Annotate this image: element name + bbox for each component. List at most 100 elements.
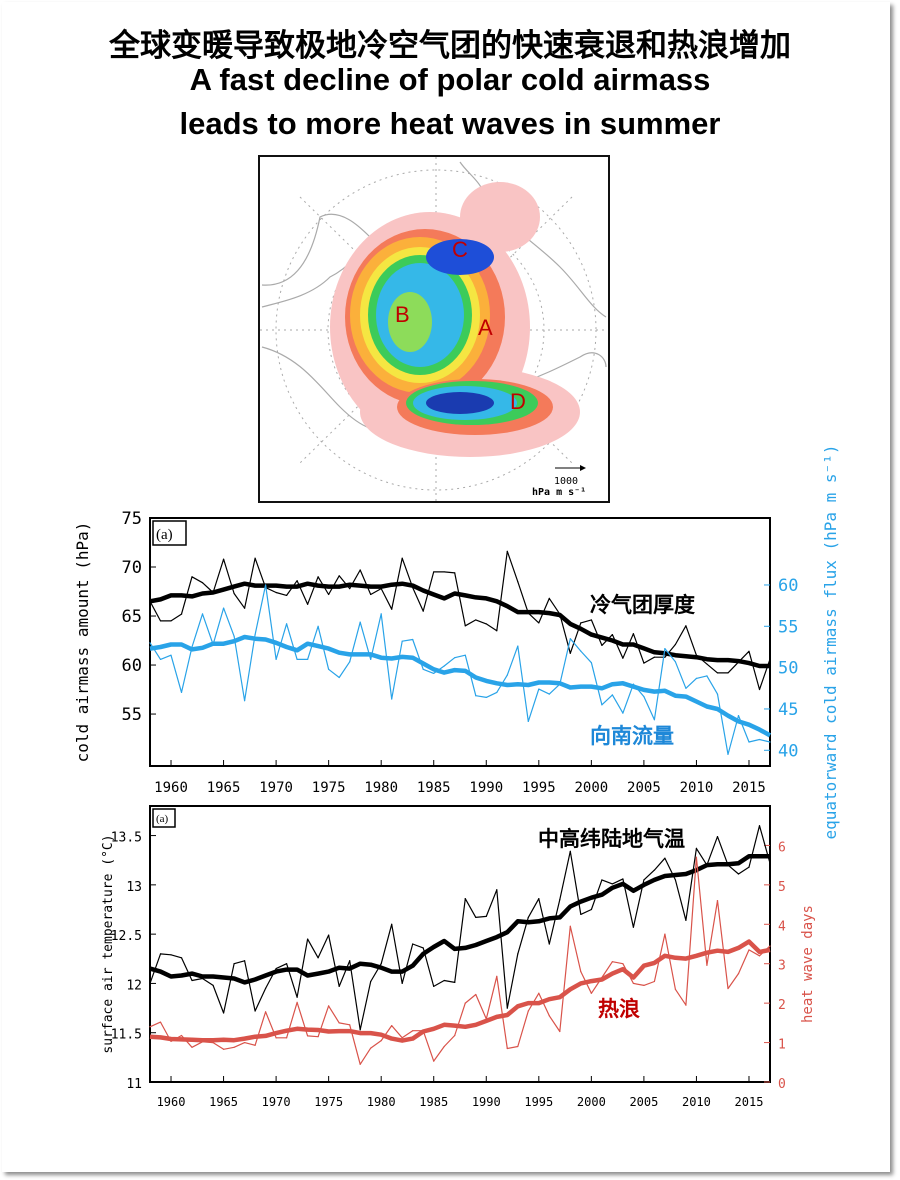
x-tick-label: 1995: [524, 1095, 553, 1109]
data-point: [201, 582, 204, 584]
data-point: [212, 984, 214, 987]
data-point: [769, 741, 771, 743]
y-left-tick-label: 65: [122, 607, 142, 627]
data-point: [643, 695, 645, 698]
data-point: [622, 712, 624, 714]
reference-vector-unit: hPa m s⁻¹: [532, 487, 586, 498]
x-tick-label: 1975: [314, 1095, 343, 1109]
data-point: [243, 607, 246, 609]
data-point: [664, 857, 666, 859]
data-point: [286, 594, 288, 597]
data-point: [601, 879, 603, 881]
data-point: [685, 687, 687, 689]
data-point: [611, 694, 613, 696]
data-point: [370, 593, 372, 596]
panel-label-box: [152, 520, 187, 546]
x-tick-label: 1960: [154, 780, 188, 796]
x-tick-label: 1980: [364, 780, 398, 796]
data-point: [149, 982, 151, 985]
data-point: [149, 642, 151, 644]
data-point: [685, 625, 687, 627]
x-tick-label: 1985: [417, 780, 451, 796]
y-right-tick-label: 0: [778, 1077, 786, 1092]
flux-shading: [330, 182, 580, 457]
data-point: [727, 672, 729, 674]
data-point: [401, 1037, 403, 1039]
data-point: [180, 957, 183, 959]
data-point: [485, 915, 487, 918]
data-point: [527, 916, 529, 918]
data-point: [412, 638, 414, 641]
data-point: [170, 654, 172, 656]
data-point: [422, 947, 424, 949]
title-english-line1: A fast decline of polar cold airmass: [189, 62, 711, 97]
data-point: [464, 1002, 466, 1004]
data-point: [433, 672, 435, 675]
x-tick-label: 1960: [157, 1095, 186, 1109]
x-tick-label: 1965: [207, 780, 241, 796]
data-point: [243, 960, 246, 962]
data-point: [443, 979, 445, 982]
data-point: [359, 1029, 361, 1031]
data-point: [569, 652, 571, 654]
data-point: [296, 1001, 298, 1003]
y-right-tick-label: 6: [778, 840, 786, 855]
data-point: [496, 975, 498, 977]
data-point: [538, 688, 540, 690]
data-point: [538, 898, 540, 900]
x-tick-label: 2015: [732, 780, 766, 796]
y-left-tick-label: 60: [122, 656, 142, 676]
data-point: [538, 622, 540, 624]
series-line-thin-2: [149, 584, 771, 756]
data-point: [569, 850, 571, 852]
data-point: [222, 558, 225, 560]
data-point: [464, 625, 466, 627]
data-point: [222, 1012, 225, 1014]
data-point: [632, 926, 634, 928]
region-label-c: C: [452, 237, 468, 262]
data-point: [611, 961, 613, 963]
data-point: [454, 657, 456, 659]
data-point: [716, 900, 719, 902]
region-labels: C B A D: [395, 237, 526, 414]
data-point: [191, 576, 193, 578]
data-point: [748, 741, 750, 743]
data-point: [643, 662, 645, 664]
x-tick-label: 1965: [209, 1095, 238, 1109]
data-point: [286, 963, 288, 965]
data-point: [748, 866, 750, 868]
y-right-tick-label: 60: [778, 576, 798, 596]
data-point: [559, 1030, 561, 1033]
x-tick-label: 2000: [574, 780, 608, 796]
data-point: [307, 938, 309, 940]
data-point: [380, 963, 382, 965]
data-point: [737, 873, 740, 875]
data-point: [622, 963, 624, 965]
data-point: [349, 587, 351, 590]
data-point: [264, 584, 267, 586]
data-point: [674, 661, 677, 663]
data-point: [433, 1060, 435, 1062]
data-point: [159, 658, 162, 660]
y-right-tick-label: 50: [778, 659, 798, 679]
data-point: [643, 879, 645, 881]
data-point: [653, 980, 656, 983]
y-left-tick-label: 12.5: [111, 929, 142, 944]
x-tick-label: 1985: [419, 1095, 448, 1109]
data-point: [433, 985, 435, 987]
data-point: [317, 576, 319, 578]
y-left-tick-label: 75: [122, 509, 142, 529]
region-label-a: A: [478, 315, 493, 340]
data-point: [159, 1021, 162, 1023]
series-line-thin-2: [149, 856, 771, 1065]
data-point: [580, 622, 582, 624]
data-point: [443, 665, 445, 667]
data-point: [286, 623, 288, 625]
data-point: [391, 608, 393, 610]
x-tick-label: 1995: [522, 780, 556, 796]
data-point: [580, 971, 582, 973]
data-point: [538, 992, 540, 994]
data-point: [496, 889, 498, 891]
data-point: [149, 1026, 151, 1028]
panel-label: (a): [156, 813, 169, 825]
